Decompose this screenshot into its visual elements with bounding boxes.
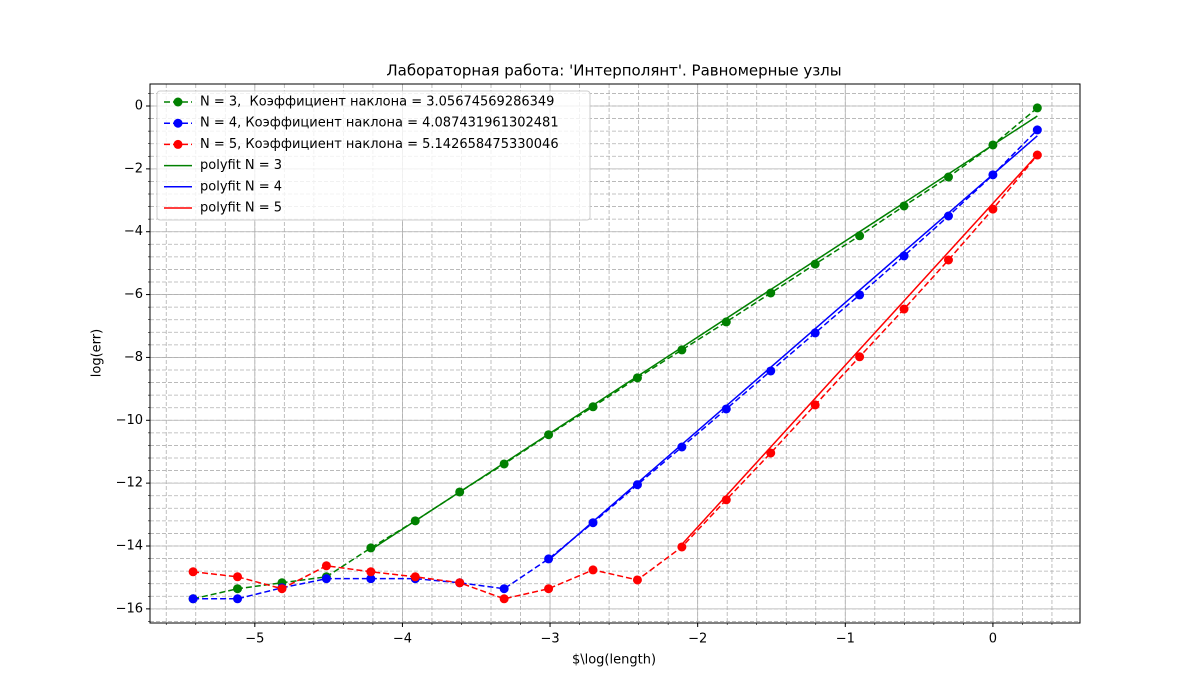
legend-label: polyfit N = 3: [200, 158, 282, 173]
x-tick-label: −5: [245, 632, 264, 647]
series-line: [370, 115, 1038, 551]
legend-label: N = 3, Коэффициент наклона = 3.056745692…: [200, 95, 554, 110]
x-tick-label: −3: [540, 632, 559, 647]
data-point: [810, 400, 820, 410]
series-line: [193, 154, 1038, 600]
data-point: [321, 561, 331, 571]
data-point: [233, 584, 243, 594]
x-tick-label: 0: [989, 632, 997, 647]
data-point: [1032, 103, 1042, 113]
data-point: [632, 480, 642, 490]
data-point: [544, 554, 554, 564]
x-tick-label: −2: [688, 632, 707, 647]
data-point: [277, 584, 287, 594]
y-tick-label: −16: [116, 601, 143, 616]
legend-marker: [173, 139, 183, 149]
y-tick-label: −14: [116, 539, 143, 554]
y-tick-label: −6: [124, 287, 143, 302]
data-point: [188, 567, 198, 577]
data-point: [855, 352, 865, 362]
legend-marker: [173, 97, 183, 107]
data-point: [588, 565, 598, 575]
y-tick-label: −10: [116, 413, 143, 428]
series-line: [548, 135, 1038, 561]
series-line: [192, 107, 1038, 600]
data-point: [677, 345, 687, 355]
data-point: [321, 574, 331, 584]
x-tick-label: −1: [836, 632, 855, 647]
series-line: [681, 154, 1038, 545]
data-point: [632, 575, 642, 585]
data-point: [455, 578, 465, 588]
legend-label: polyfit N = 5: [200, 201, 282, 216]
data-point: [721, 404, 731, 414]
data-point: [1032, 125, 1042, 135]
data-point: [766, 448, 776, 458]
data-point: [677, 542, 687, 552]
data-point: [188, 594, 198, 604]
data-point: [810, 328, 820, 338]
legend-label: N = 5, Коэффициент наклона = 5.142658475…: [200, 137, 559, 152]
data-point: [855, 290, 865, 300]
data-point: [677, 442, 687, 452]
legend-marker: [173, 118, 183, 128]
data-point: [499, 594, 509, 604]
data-point: [855, 231, 865, 241]
data-point: [544, 584, 554, 594]
series-line: [193, 129, 1038, 600]
data-point: [499, 584, 509, 594]
chart-title: Лабораторная работа: 'Интерполянт'. Равн…: [386, 62, 841, 80]
data-point: [943, 255, 953, 265]
data-point: [899, 304, 909, 314]
legend-label: polyfit N = 4: [200, 179, 282, 194]
y-tick-label: 0: [135, 99, 143, 114]
legend-box: [156, 90, 591, 221]
y-tick-label: −2: [124, 161, 143, 176]
data-point: [233, 572, 243, 582]
data-point: [943, 211, 953, 221]
y-tick-label: −4: [124, 224, 143, 239]
data-point: [366, 543, 376, 553]
x-tick-label: −4: [393, 632, 412, 647]
y-axis-label: log(err): [90, 329, 105, 377]
y-tick-label: −12: [116, 476, 143, 491]
data-point: [410, 572, 420, 582]
data-point: [366, 567, 376, 577]
data-point: [366, 574, 376, 584]
y-tick-label: −8: [124, 350, 143, 365]
data-point: [899, 251, 909, 261]
plot-frame: [149, 83, 1081, 624]
legend-label: N = 4, Коэффициент наклона = 4.087431961…: [200, 116, 559, 131]
data-point: [233, 594, 243, 604]
x-axis-label: $\log(length): [572, 653, 656, 668]
